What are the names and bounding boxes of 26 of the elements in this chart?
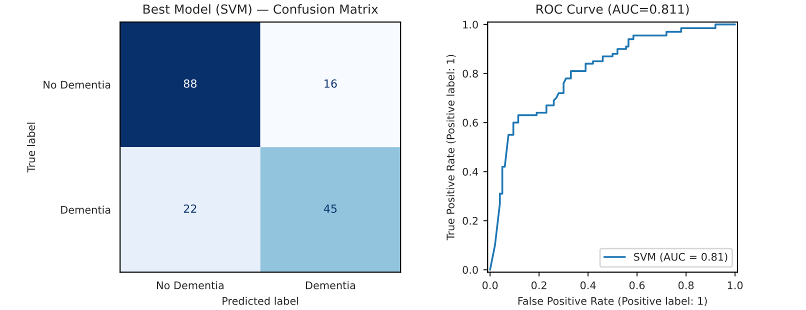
x-tick-label: 0.0 — [482, 281, 498, 290]
y-tick-label: 0.6 — [462, 118, 478, 127]
x-axis-title: False Positive Rate (Positive label: 1) — [518, 296, 707, 306]
x-tick-label: No Dementia — [157, 281, 224, 290]
data-label: 16 — [324, 79, 337, 88]
data-label: 88 — [184, 79, 197, 88]
chart-title: Best Model (SVM) — Confusion Matrix — [144, 4, 378, 16]
x-axis-title: Predicted label — [222, 296, 298, 305]
x-tick-label: 1.0 — [728, 281, 743, 290]
chart-title: ROC Curve (AUC=0.811) — [536, 4, 689, 16]
y-tick-label: 0.8 — [462, 70, 478, 78]
data-label: 22 — [184, 204, 196, 213]
y-tick-label: 1.0 — [463, 20, 478, 29]
x-tick-label: Dementia — [306, 281, 355, 290]
x-tick-label: 0.6 — [629, 281, 645, 290]
x-tick-label: 0.2 — [531, 281, 546, 290]
x-tick-label: 0.8 — [678, 281, 694, 290]
y-axis-title: True label — [27, 122, 36, 172]
line-series — [489, 24, 736, 271]
y-tick-label: 0.4 — [462, 168, 478, 176]
data-label: 45 — [324, 204, 337, 213]
y-tick-label: 0.0 — [462, 266, 478, 274]
legend-label: SVM (AUC = 0.81) — [634, 252, 728, 262]
x-tick-label: 0.4 — [580, 281, 596, 290]
y-tick-label: 0.2 — [462, 216, 478, 225]
y-axis-title: True Positive Rate (Positive label: 1) — [446, 54, 456, 240]
